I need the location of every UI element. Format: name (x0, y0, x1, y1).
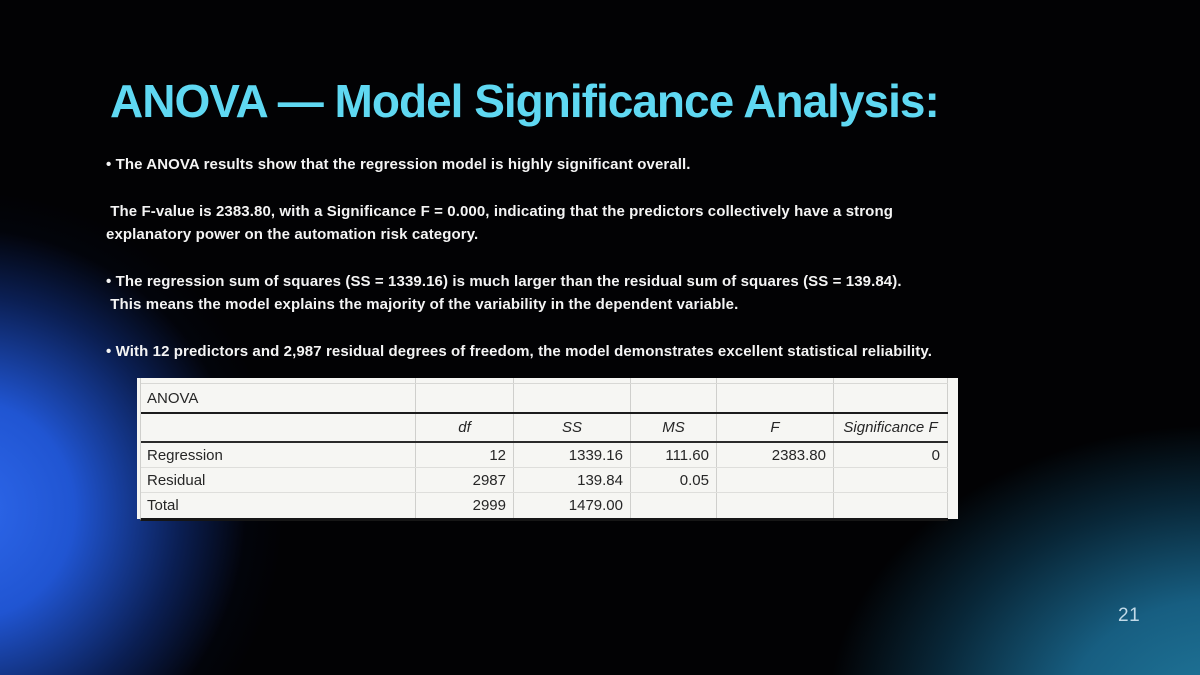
bullet-line: This means the model explains the majori… (106, 296, 739, 313)
page-title: ANOVA — Model Significance Analysis: (110, 75, 940, 127)
table-cell (717, 384, 834, 412)
bullet-line: explanatory power on the automation risk… (106, 226, 479, 243)
bullet-paragraph: • The ANOVA results show that the regres… (106, 153, 1166, 177)
row-label: Regression (141, 443, 416, 467)
table-cell (834, 468, 948, 492)
bullet-line: • With 12 predictors and 2,987 residual … (106, 342, 932, 360)
bullet-line: The F-value is 2383.80, with a Significa… (106, 202, 893, 220)
table-title-cell: ANOVA (141, 384, 416, 412)
table-row-total: Total 2999 1479.00 (141, 493, 948, 518)
bullet-paragraph: • The regression sum of squares (SS = 13… (106, 270, 1166, 317)
table-cell (631, 493, 717, 518)
bullet-paragraph: The F-value is 2383.80, with a Significa… (106, 200, 1166, 247)
table-cell (141, 414, 416, 441)
anova-table: ANOVA df SS MS F Significance F Regressi… (137, 378, 958, 521)
table-header-row: df SS MS F Significance F (141, 414, 948, 443)
bullet-list: • The ANOVA results show that the regres… (106, 153, 1166, 386)
table-cell: 1479.00 (514, 493, 631, 518)
table-cell (631, 378, 717, 383)
table-cell (717, 378, 834, 383)
table-cell (834, 493, 948, 518)
table-cell (834, 378, 948, 383)
table-cell: 111.60 (631, 443, 717, 467)
table-cell (717, 493, 834, 518)
row-label: Total (141, 493, 416, 518)
table-cell: 2987 (416, 468, 514, 492)
table-cell: 0.05 (631, 468, 717, 492)
col-header-ms: MS (631, 414, 717, 441)
col-header-significance-f: Significance F (834, 414, 948, 441)
row-label: Residual (141, 468, 416, 492)
page-number: 21 (1118, 605, 1141, 626)
table-row-sliver (141, 378, 948, 384)
table-cell (834, 384, 948, 412)
col-header-df: df (416, 414, 514, 441)
table-row-residual: Residual 2987 139.84 0.05 (141, 468, 948, 493)
table-cell (514, 378, 631, 383)
table-cell (514, 384, 631, 412)
table-cell (717, 468, 834, 492)
col-header-ss: SS (514, 414, 631, 441)
bullet-line: • The ANOVA results show that the regres… (106, 156, 691, 173)
table-cell: 2383.80 (717, 443, 834, 467)
table-cell (631, 384, 717, 412)
table-cell: 0 (834, 443, 948, 467)
table-row-regression: Regression 12 1339.16 111.60 2383.80 0 (141, 443, 948, 468)
bullet-paragraph: • With 12 predictors and 2,987 residual … (106, 340, 1166, 364)
table-title-row: ANOVA (141, 384, 948, 414)
bullet-line: • The regression sum of squares (SS = 13… (106, 272, 902, 290)
table-cell (416, 384, 514, 412)
table-cell: 2999 (416, 493, 514, 518)
table-cell: 12 (416, 443, 514, 467)
table-cell (141, 378, 416, 383)
table-cell: 1339.16 (514, 443, 631, 467)
anova-table-grid: ANOVA df SS MS F Significance F Regressi… (140, 378, 948, 521)
table-cell: 139.84 (514, 468, 631, 492)
table-cell (416, 378, 514, 383)
col-header-f: F (717, 414, 834, 441)
